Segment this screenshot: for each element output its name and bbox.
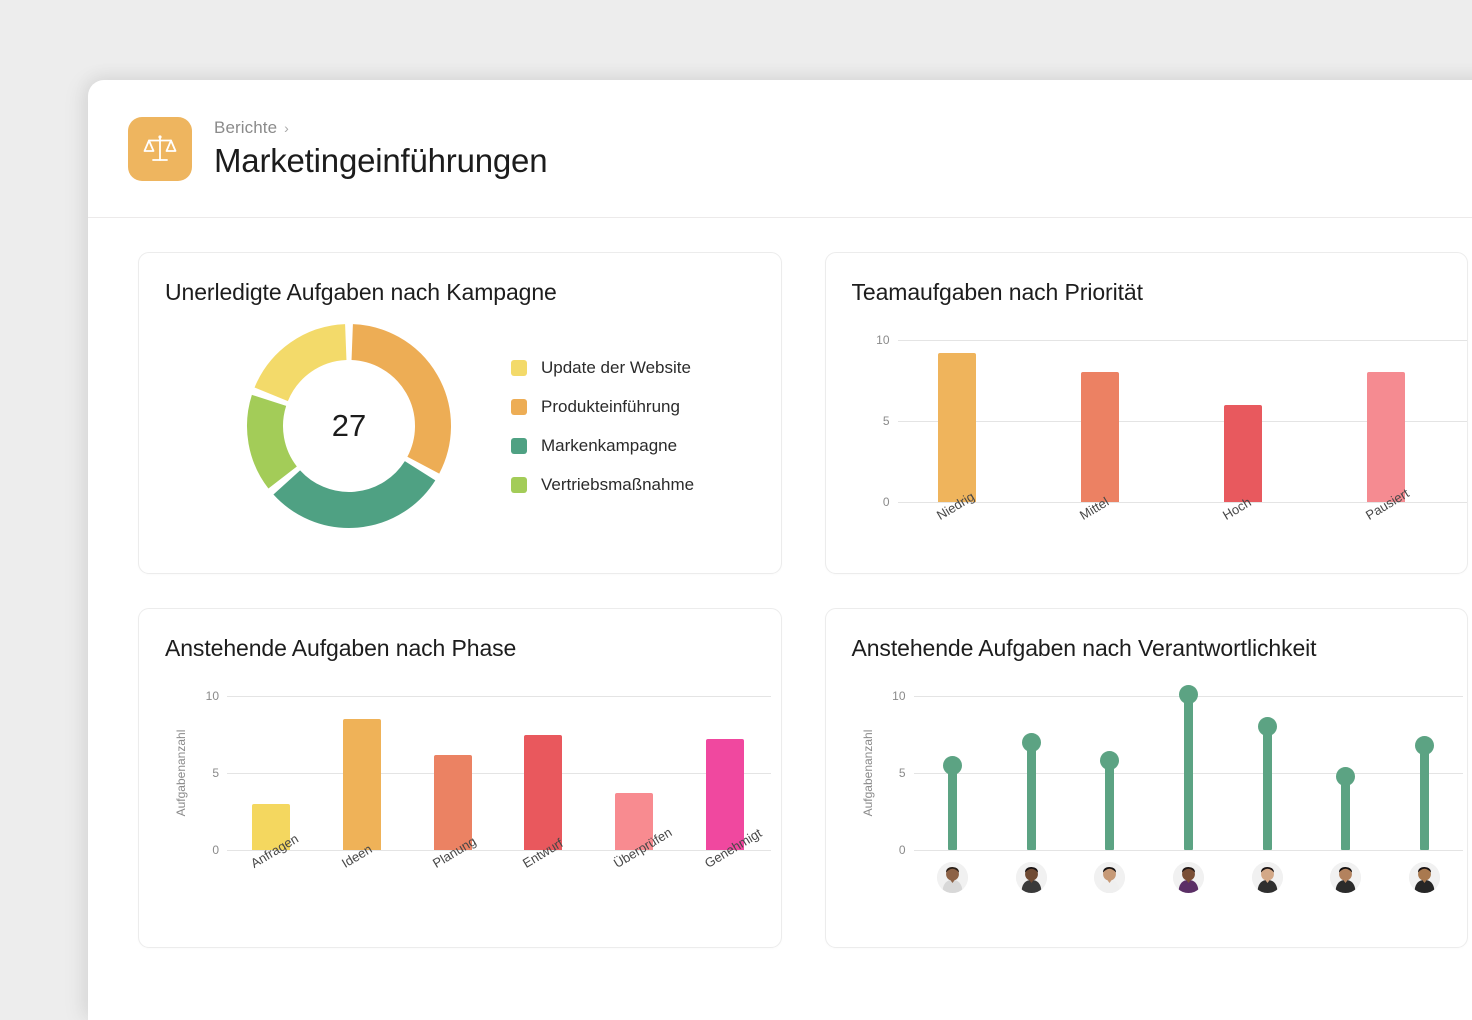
donut-slice[interactable] [273,460,436,528]
y-axis-tick: 0 [898,843,906,857]
gridline [227,696,771,697]
card-title: Unerledigte Aufgaben nach Kampagne [165,279,557,305]
donut-slice[interactable] [254,324,348,402]
lollipop-dot[interactable] [1336,766,1356,786]
lollipop-stem[interactable] [1341,776,1351,850]
lollipop-dot[interactable] [1021,732,1041,752]
legend-label: Markenkampagne [541,435,678,455]
app-window: Berichte › Marketingeinführungen Unerled… [88,80,1472,1020]
page-header: Berichte › Marketingeinführungen [88,80,1472,218]
lollipop-chart-verantwortlichkeit[interactable]: Aufgabenanzahl 0 5 10 [852,684,1463,912]
avatar[interactable] [1173,862,1204,893]
gridline [897,502,1468,503]
lollipop-dot[interactable] [1100,751,1120,771]
avatar[interactable] [1251,862,1283,893]
dashboard-grid: Unerledigte Aufgaben nach Kampagne 27 Up… [88,218,1472,948]
bar[interactable] [524,734,563,850]
bar-chart-prioritaet[interactable]: 0 5 10 Niedrig Mittel Hoch Pausiert [852,332,1468,556]
legend-item[interactable]: Markenkampagne [511,436,694,456]
bar-chart-phase[interactable]: Aufgabenanzahl 0 5 10 Anfragen Ideen Planung En… [165,688,771,912]
legend-item[interactable]: Produkteinführung [511,397,694,417]
y-axis-tick: 10 [892,689,906,703]
lollipop-stem[interactable] [1419,745,1429,850]
card-teamaufgaben-nach-prioritaet[interactable]: Teamaufgaben nach Priorität 0 5 10 Niedrig M… [824,252,1468,574]
bar[interactable] [705,739,744,850]
bar[interactable] [1080,372,1119,502]
legend-item[interactable]: Vertriebsmaßnahme [511,475,694,495]
donut-slice[interactable] [247,394,298,489]
avatar[interactable] [1330,862,1362,893]
y-axis-label: Aufgabenanzahl [860,729,875,817]
avatar[interactable] [1015,862,1047,893]
bar[interactable] [615,793,654,850]
card-title: Teamaufgaben nach Priorität [851,279,1143,305]
gridline [227,850,771,851]
lollipop-stem[interactable] [1026,742,1036,850]
card-anstehende-aufgaben-nach-verantwortlichkeit[interactable]: Anstehende Aufgaben nach Verantwortlichk… [824,608,1468,948]
card-unerledigte-aufgaben-nach-kampagne[interactable]: Unerledigte Aufgaben nach Kampagne 27 Up… [138,252,782,574]
lollipop-stem[interactable] [1262,726,1272,850]
legend-swatch [511,437,527,454]
lollipop-dot[interactable] [943,755,963,775]
card-anstehende-aufgaben-nach-phase[interactable]: Anstehende Aufgaben nach Phase Aufgabena… [138,608,782,948]
avatar[interactable] [937,862,969,893]
y-axis-tick: 10 [876,333,890,347]
avatar[interactable] [1094,862,1126,893]
card-title: Anstehende Aufgaben nach Verantwortlichk… [851,635,1317,661]
lollipop-dot[interactable] [1257,717,1277,737]
y-axis-tick: 5 [212,766,219,780]
card-title: Anstehende Aufgaben nach Phase [165,635,517,661]
page-title: Marketingeinführungen [214,141,548,179]
bar[interactable] [1223,404,1262,502]
gridline [897,421,1468,422]
lollipop-stem[interactable] [948,765,958,850]
legend-label: Vertriebsmaßnahme [541,474,695,494]
avatar[interactable] [1408,862,1440,893]
gridline [227,773,771,774]
lollipop-stem[interactable] [1105,760,1115,850]
bar[interactable] [937,352,976,502]
legend-swatch [511,476,527,493]
y-axis-tick: 0 [212,843,219,857]
bar[interactable] [433,754,472,850]
y-axis-tick: 10 [205,689,219,703]
y-axis-label: Aufgabenanzahl [174,729,188,817]
y-axis-tick: 5 [898,766,906,780]
scales-balance-icon [128,116,192,181]
donut-svg [247,324,451,528]
donut-legend: Update der Website Produkteinführung Marke… [511,358,694,495]
lollipop-dot[interactable] [1414,735,1434,755]
chevron-right-icon: › [284,119,289,136]
legend-swatch [511,398,527,415]
donut-center-total: 27 [331,408,367,443]
lollipop-dot[interactable] [1179,684,1198,704]
breadcrumb[interactable]: Berichte › [214,118,547,138]
bar[interactable] [343,719,382,850]
gridline [913,850,1463,851]
y-axis-tick: 5 [882,414,890,428]
bar[interactable] [252,803,291,850]
legend-label: Produkteinführung [541,396,680,416]
legend-swatch [511,359,527,376]
lollipop-stem[interactable] [1184,694,1193,850]
legend-label: Update der Website [541,357,691,377]
gridline [897,340,1468,341]
breadcrumb-label[interactable]: Berichte [214,117,278,137]
donut-chart-area: 27 Update der Website Produkteinführung Ma… [165,320,755,532]
y-axis-tick: 0 [882,495,890,509]
donut-chart[interactable]: 27 [243,320,455,532]
bar[interactable] [1366,372,1405,502]
header-text-block: Berichte › Marketingeinführungen [214,118,548,180]
legend-item[interactable]: Update der Website [511,358,694,378]
donut-slice[interactable] [350,324,451,474]
